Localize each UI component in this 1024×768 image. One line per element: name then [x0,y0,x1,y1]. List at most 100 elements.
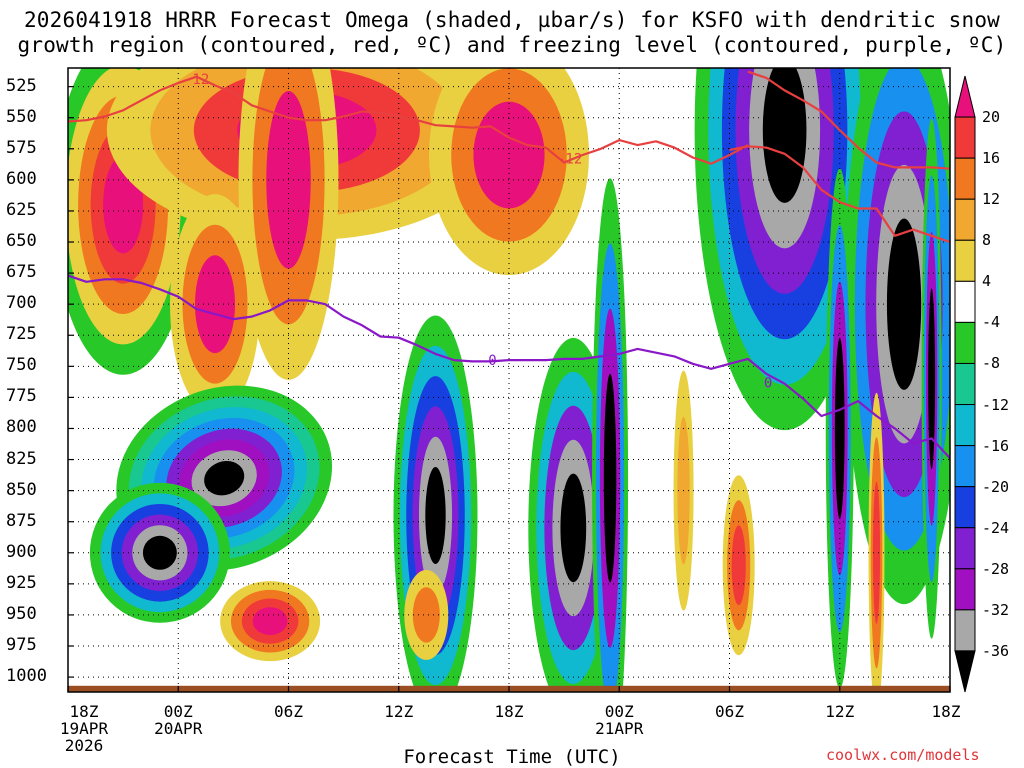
negative-omega-core-south-5 [142,535,177,570]
negative-omega-spike-00z-3 [603,373,617,583]
y-tick-label: 875 [6,510,37,531]
colorbar-cell-12 [954,568,976,611]
negative-omega-column-17z-3 [928,288,936,470]
y-tick-label: 625 [6,199,37,220]
x-tick-label-line: 06Z [715,702,744,721]
colorbar-label: 20 [982,108,1001,127]
x-tick-label: 06Z [690,703,770,720]
x-tick-label-line: 19APR [59,719,109,738]
y-tick-label: 725 [6,324,37,345]
y-tick-label: 975 [6,635,37,655]
contour-line-1 [68,75,749,165]
positive-omega-mid-2 [473,101,545,209]
y-tick-label: 550 [6,106,37,127]
colorbar-label: -32 [982,600,1010,619]
negative-omega-core-18z-5 [425,467,446,564]
contour-label-zero-a: 0 [488,353,496,369]
x-tick-label-line: 00Z [604,702,634,721]
x-tick-label-line: 12Z [825,702,855,721]
temperature-contours: -12 -12 0 0 [68,70,950,460]
colorbar-cell-7 [954,362,976,406]
x-tick-label: 18Z 19APR 2026 [44,703,124,754]
contour-line-0 [68,274,950,460]
colorbar-label: 4 [982,272,992,291]
axis-ticks [67,86,951,692]
colorbar-label: -8 [982,354,1001,373]
contour-label-minus12-b: -12 [557,152,582,168]
x-axis-title: Forecast Time (UTC) [403,746,621,768]
y-tick-label: 800 [6,417,37,438]
positive-omega-plume-03z-2 [195,255,235,354]
y-tick-label: 775 [6,386,37,407]
colorbar-label: -24 [982,518,1010,537]
x-tick-label-line: 00Z [163,702,193,721]
x-tick-label: 12Z [359,703,439,720]
x-tick-label-line: 20APR [154,719,203,738]
omega-shading [68,68,950,692]
contour-line-2 [747,70,950,170]
y-tick-label: 850 [6,479,37,500]
colorbar-cell-3 [954,198,976,241]
colorbar-cell-9 [954,445,976,488]
pressure-gridlines [67,68,951,692]
y-tick-label: 600 [6,168,37,189]
positive-omega-low-14z-2 [872,481,881,624]
colorbar-cell-5 [954,280,976,323]
colorbar-cell-6 [954,321,976,364]
positive-omega-low-06z-3 [252,607,288,636]
contour-label-minus12-a: -12 [184,72,209,88]
colorbar-cell-0 [954,75,976,118]
negative-omega-core-21z-4 [560,473,587,583]
colorbar-label: -4 [982,313,1001,332]
colorbar-cell-4 [954,239,976,282]
negative-omega-core-15z-4 [886,218,922,390]
y-tick-label: 525 [6,75,37,96]
colorbar-cell-8 [954,404,976,447]
colorbar-cell-13 [954,609,976,652]
contour-label-zero-b: 0 [764,375,772,391]
colorbar-label: -20 [982,477,1010,496]
x-tick-label: 18Z [469,703,549,720]
negative-omega-core-09z-5 [762,68,807,203]
colorbar-label: -28 [982,559,1010,578]
positive-omega-low-06z-day2-2 [731,525,746,606]
y-tick-label: 675 [6,262,37,283]
x-tick-label-line: 18Z [494,702,524,721]
y-tick-label: 900 [6,541,37,562]
x-tick-label-line: 18Z [931,702,961,721]
y-tick-label: 700 [6,293,37,314]
colorbar-label: 16 [982,149,1001,168]
y-tick-label: 1000 [6,666,47,687]
x-tick-label: 00Z 21APR [579,703,659,737]
x-tick-label-line: 12Z [384,702,414,721]
colorbar-label: 12 [982,190,1001,209]
positive-omega-low-13z-1 [412,587,440,643]
y-tick-label: 575 [6,137,37,158]
contour-line-3 [729,145,950,244]
colorbar-label: -12 [982,395,1010,414]
x-tick-label: 00Z 20APR [138,703,218,737]
y-tick-label: 925 [6,572,37,593]
chart-title-line-2: growth region (contoured, red, ºC) and f… [17,33,1007,57]
colorbar-cell-2 [954,157,976,200]
y-tick-label: 750 [6,355,37,376]
colorbar-label: 8 [982,231,992,250]
colorbar-cell-11 [954,527,976,570]
y-tick-label: 825 [6,448,37,469]
negative-omega-core-00z-7 [204,460,245,496]
x-tick-label: 12Z [800,703,880,720]
colorbar-cell-14 [954,650,976,693]
x-tick-label: 18Z [906,703,986,720]
y-tick-label: 950 [6,603,37,624]
colorbar-label: -36 [982,641,1010,660]
credit-text: coolwx.com/models [826,746,980,764]
x-tick-label-line: 18Z [69,702,99,721]
x-tick-label-line: 2026 [64,736,104,755]
x-tick-label-line: 06Z [274,702,303,721]
colorbar-cell-10 [954,486,976,529]
colorbar-label: -16 [982,436,1010,455]
colorbar-cell-1 [954,116,976,159]
x-tick-label: 06Z [249,703,329,720]
y-tick-label: 650 [6,231,37,252]
